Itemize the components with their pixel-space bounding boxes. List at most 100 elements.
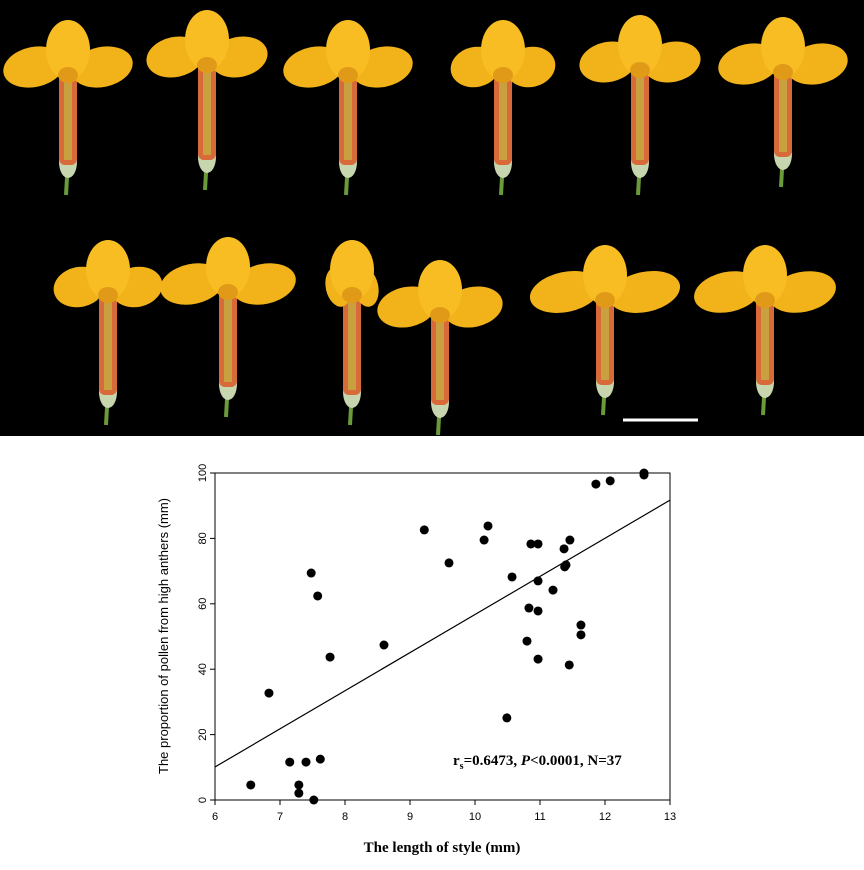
throat [342, 287, 362, 303]
x-tick-label: 9 [407, 811, 413, 823]
point [285, 757, 295, 767]
throat [773, 64, 793, 80]
annotation-italic: P [521, 753, 531, 769]
plot-frame [214, 472, 671, 801]
petal [761, 17, 805, 77]
point [576, 620, 586, 630]
petal [418, 260, 462, 320]
flower [694, 245, 836, 416]
point [561, 560, 571, 570]
point [294, 780, 304, 790]
point [306, 568, 316, 578]
point [591, 479, 601, 489]
y-tick-label: 60 [197, 598, 209, 610]
point [264, 688, 274, 698]
point [502, 713, 512, 723]
petal [529, 271, 601, 313]
y-tick-label: 80 [197, 532, 209, 544]
throat [755, 292, 775, 308]
flower [377, 260, 503, 436]
point [294, 788, 304, 798]
point [301, 757, 311, 767]
tube-inner [499, 75, 507, 160]
tube-inner [104, 295, 112, 390]
tube-inner [203, 65, 211, 155]
point [379, 640, 389, 650]
point [533, 606, 543, 616]
tube-inner [436, 315, 444, 400]
point [533, 539, 543, 549]
throat [493, 67, 513, 83]
annotation-symbol: r [453, 753, 460, 769]
throat [630, 62, 650, 78]
point [533, 654, 543, 664]
flower [53, 240, 163, 426]
point [483, 521, 493, 531]
flower [579, 15, 701, 196]
petal [618, 15, 662, 75]
y-tick-label: 0 [197, 797, 209, 803]
petal [206, 237, 250, 297]
point [639, 470, 649, 480]
petal [185, 10, 229, 70]
tube-inner [761, 300, 769, 380]
x-axis-label: The length of style (mm) [364, 840, 521, 856]
point [325, 652, 335, 662]
point [565, 535, 575, 545]
petal [609, 271, 681, 313]
throat [430, 307, 450, 323]
petal [481, 20, 525, 80]
petal [583, 245, 627, 305]
tube-inner [601, 300, 609, 380]
y-tick-label: 40 [197, 663, 209, 675]
x-tick-label: 13 [664, 811, 676, 823]
tube-inner [348, 295, 356, 390]
point [309, 795, 319, 805]
flower [450, 20, 556, 196]
point [246, 780, 256, 790]
point [559, 544, 569, 554]
tube-inner [636, 70, 644, 160]
petal [86, 240, 130, 300]
flower [146, 10, 268, 191]
point [507, 572, 517, 582]
point [548, 585, 558, 595]
point [522, 636, 532, 646]
point [526, 539, 536, 549]
x-tick-label: 7 [277, 811, 283, 823]
throat [98, 287, 118, 303]
tube-inner [779, 72, 787, 152]
flower [325, 240, 379, 426]
throat [218, 284, 238, 300]
tube-inner [344, 75, 352, 160]
annotation: rs=0.6473, P<0.0001, N=37 [453, 753, 622, 772]
point [419, 525, 429, 535]
tube-inner [224, 292, 232, 382]
petal [326, 20, 370, 80]
point [444, 558, 454, 568]
point [533, 576, 543, 586]
annotation-text: =0.6473, [464, 753, 521, 769]
annotation-subscript: s [460, 761, 464, 772]
petal [743, 245, 787, 305]
flower [3, 20, 133, 196]
flower-photo [3, 10, 848, 436]
throat [58, 67, 78, 83]
trend-line [214, 499, 671, 768]
point [524, 603, 534, 613]
y-tick-label: 20 [197, 728, 209, 740]
x-tick-label: 8 [342, 811, 348, 823]
point [576, 630, 586, 640]
flower [718, 17, 848, 188]
y-tick-label: 100 [197, 464, 209, 482]
y-axis-label: The proportion of pollen from high anthe… [156, 498, 171, 774]
point [605, 476, 615, 486]
x-tick-label: 12 [599, 811, 611, 823]
point [313, 591, 323, 601]
point [564, 660, 574, 670]
x-tick-label: 11 [534, 811, 545, 823]
point [479, 535, 489, 545]
flower [283, 20, 413, 196]
tube-inner [64, 75, 72, 160]
